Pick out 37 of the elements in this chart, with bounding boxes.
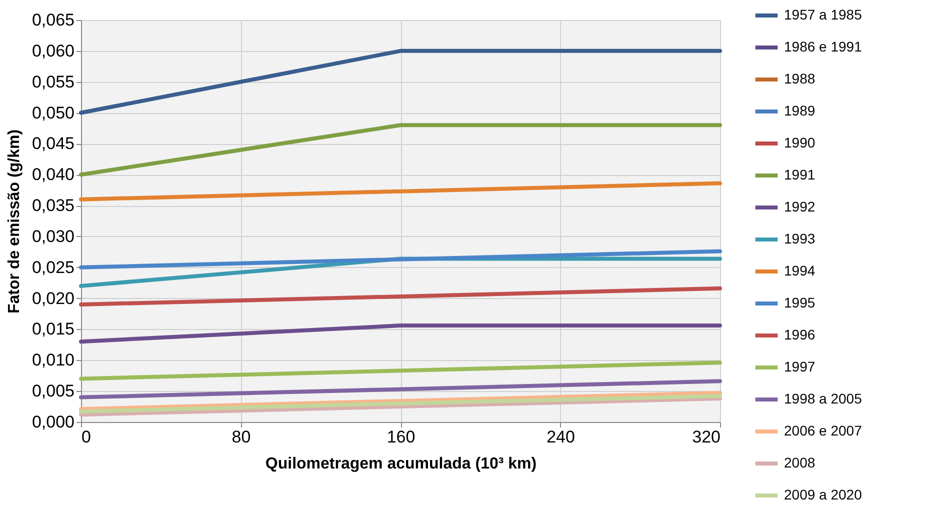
x-axis-title: Quilometragem acumulada (10³ km) [265, 456, 537, 472]
y-tick-label: 0,030 [32, 226, 74, 246]
y-tick-label: 0,050 [32, 103, 74, 122]
y-tick-label: 0,010 [32, 350, 74, 370]
legend-label: 1988 [784, 70, 816, 86]
x-tick-label: 80 [232, 428, 251, 446]
legend-label: 1992 [784, 198, 816, 214]
y-tick-label: 0,015 [32, 320, 74, 339]
y-axis-title: Fator de emissão (g/km) [6, 129, 23, 314]
legend-label: 1989 [784, 102, 816, 118]
legend-label: 2008 [784, 454, 816, 470]
x-tick-label: 320 [692, 428, 720, 446]
legend-label: 1957 a 1985 [784, 6, 862, 22]
x-tick-label: 0 [82, 428, 91, 446]
y-tick-label: 0,035 [32, 196, 74, 216]
legend-label: 2009 a 2020 [784, 486, 862, 502]
y-tick-label: 0,000 [32, 412, 74, 432]
y-tick-label: 0,060 [32, 41, 74, 60]
legend-label: 1991 [784, 166, 816, 182]
y-tick-label: 0,055 [32, 72, 74, 92]
x-tick-label: 240 [546, 428, 575, 446]
legend-label: 1990 [784, 134, 816, 150]
legend-label: 2006 e 2007 [784, 422, 862, 438]
y-tick-label: 0,065 [32, 10, 74, 30]
legend-label: 1996 [784, 326, 816, 342]
x-tick-label: 160 [386, 428, 416, 446]
y-tick-label: 0,025 [32, 258, 74, 277]
legend-label: 1986 e 1991 [784, 38, 862, 54]
legend-label: 1997 [784, 358, 816, 374]
y-tick-label: 0,005 [32, 382, 74, 401]
y-tick-label: 0,045 [32, 134, 74, 154]
legend-label: 1994 [784, 262, 816, 278]
legend-label: 1995 [784, 294, 816, 310]
y-tick-label: 0,040 [32, 165, 74, 184]
y-tick-label: 0,020 [32, 288, 74, 308]
legend-label: 1998 a 2005 [784, 390, 862, 406]
legend-label: 1993 [784, 230, 816, 246]
